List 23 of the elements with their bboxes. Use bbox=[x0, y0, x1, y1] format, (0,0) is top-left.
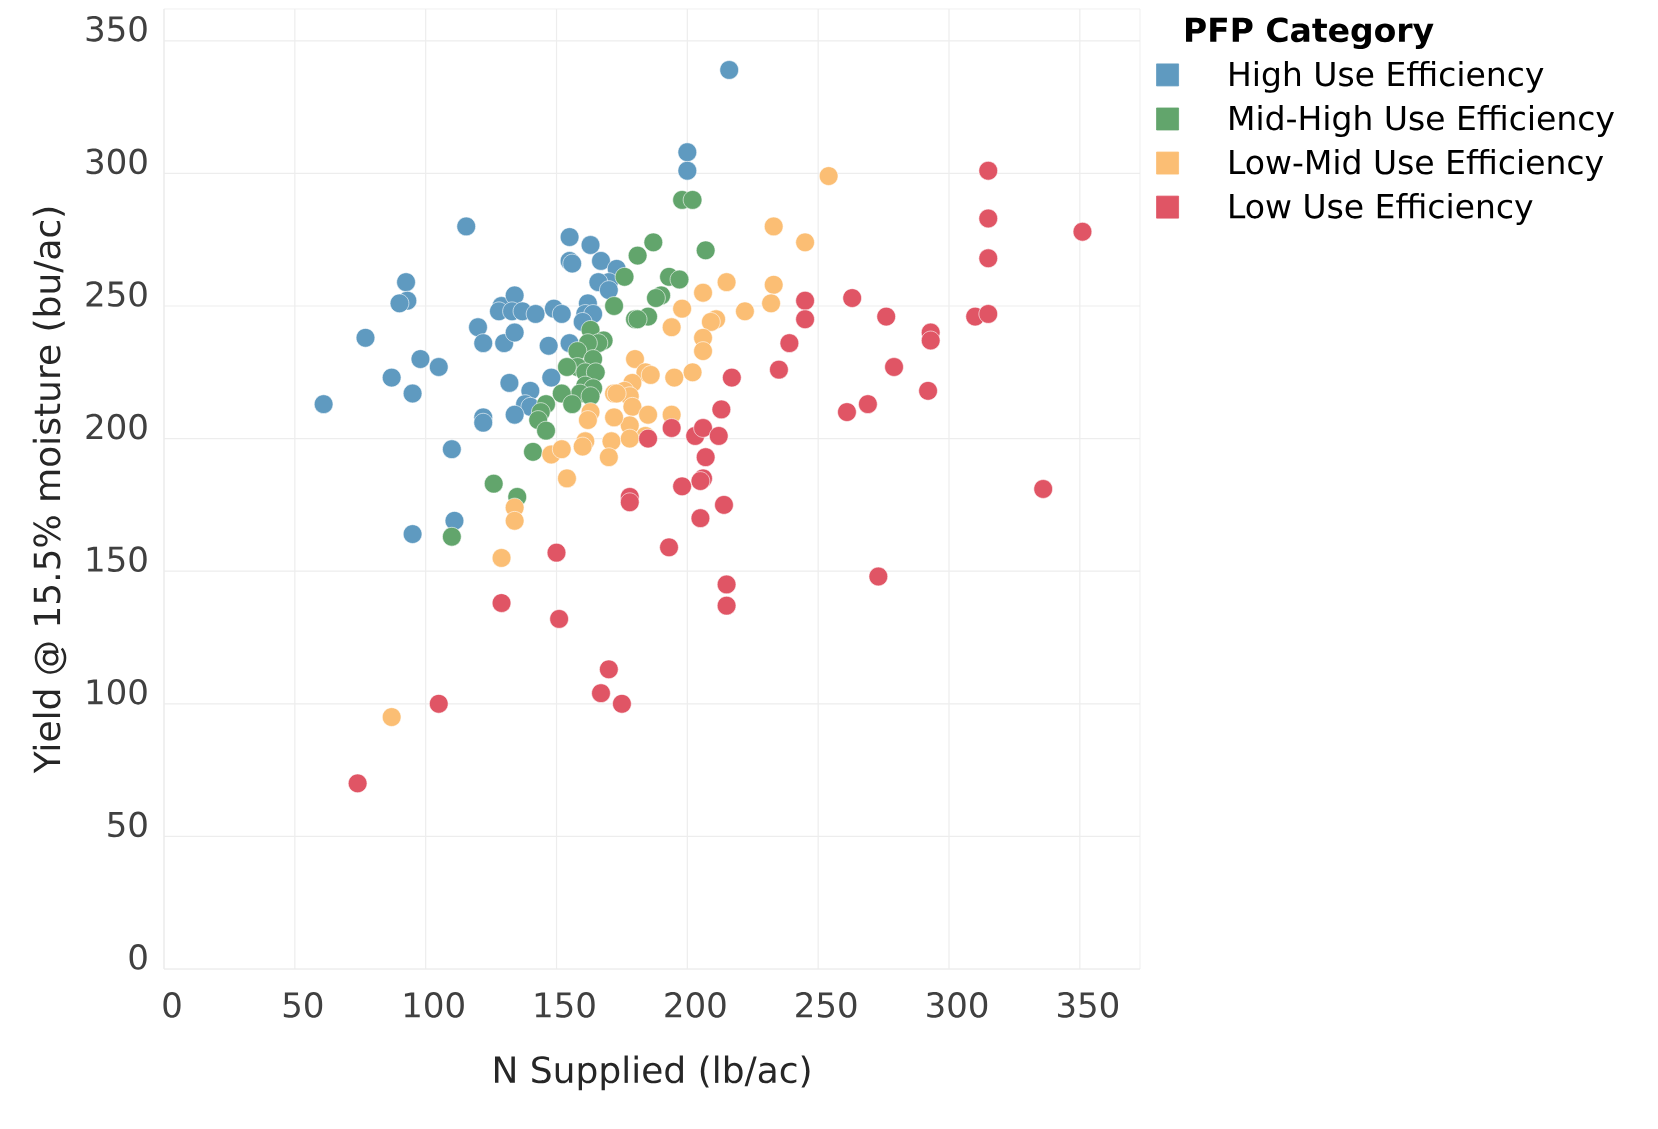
y-tick-label: 200 bbox=[86, 413, 147, 440]
x-tick-label: 350 bbox=[1057, 992, 1119, 1018]
legend-title: PFP Category bbox=[1186, 17, 1434, 49]
y-tick-label: 100 bbox=[87, 678, 147, 705]
legend-label: Mid-High Use Efficiency bbox=[1230, 104, 1614, 137]
y-axis-title: Yield @ 15.5% moisture (bu/ac) bbox=[32, 207, 67, 774]
y-tick-label: 250 bbox=[86, 281, 147, 307]
legend-label: Low-Mid Use Efficiency bbox=[1230, 149, 1604, 181]
legend-label: Low Use Efficiency bbox=[1230, 193, 1533, 226]
x-tick-label: 300 bbox=[927, 992, 988, 1018]
x-tick-label: 250 bbox=[796, 992, 857, 1018]
x-tick-label: 50 bbox=[283, 992, 323, 1018]
y-tick-label: 150 bbox=[87, 546, 147, 573]
x-tick-label: 0 bbox=[163, 992, 181, 1018]
y-tick-label: 300 bbox=[86, 148, 147, 175]
x-tick-label: 150 bbox=[535, 992, 595, 1018]
y-tick-label: 350 bbox=[86, 15, 147, 42]
x-tick-label: 200 bbox=[665, 992, 726, 1018]
y-tick-label: 50 bbox=[108, 811, 147, 838]
y-tick-label: 0 bbox=[129, 944, 147, 970]
x-axis-title: N Supplied (lb/ac) bbox=[495, 1055, 810, 1091]
legend-label: High Use Efficiency bbox=[1230, 60, 1544, 93]
x-tick-label: 100 bbox=[404, 992, 464, 1018]
